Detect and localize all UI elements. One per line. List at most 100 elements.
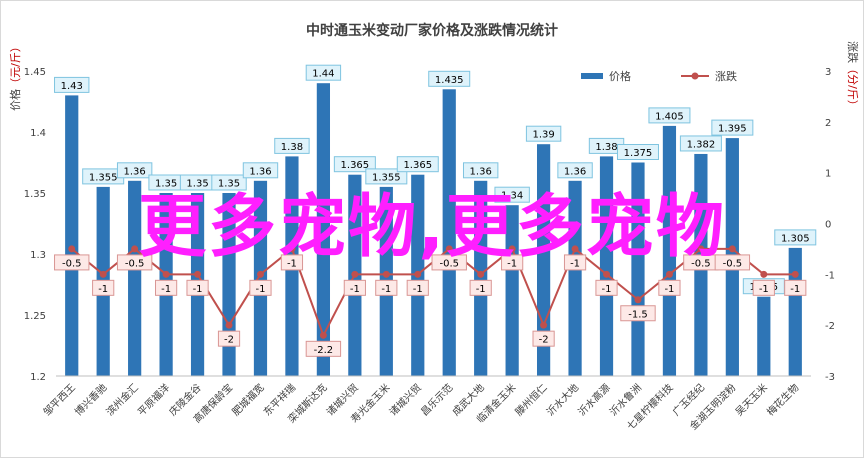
bar xyxy=(631,162,645,376)
x-tick-labels: 邹平西王博兴香驰滨州金汇平原福洋庆陵金谷高唐保龄宝肥城福宽东平祥瑞栾城斯达克诸城… xyxy=(40,381,801,433)
change-point xyxy=(351,270,359,278)
line-data-label: -1 xyxy=(507,258,517,269)
x-tick-label: 诸城兴贸 xyxy=(387,382,424,419)
bar-data-label-box xyxy=(557,162,593,179)
bar-data-label: 1.355 xyxy=(89,172,118,183)
bar-data-label-box xyxy=(396,156,439,173)
line-data-label-box xyxy=(714,254,751,271)
bar-data-label: 1.355 xyxy=(372,172,401,183)
line-data-label-box xyxy=(249,279,272,296)
line-data-label-box xyxy=(217,330,241,347)
bar-data-label-box xyxy=(616,144,659,160)
line-data-label: -1 xyxy=(287,258,297,269)
y-right-tick-label: 2 xyxy=(825,118,831,129)
y-right-label-unit: （分/斤） xyxy=(846,63,859,111)
y-right-ticks: -3 -2 -1 0 1 2 3 xyxy=(825,67,835,383)
line-data-label-box xyxy=(406,279,429,296)
bar xyxy=(662,125,677,377)
y-left-ticks: 1.2 1.25 1.3 1.35 1.4 1.45 xyxy=(24,67,46,383)
change-point xyxy=(634,296,642,304)
bar-data-label-box xyxy=(211,174,247,191)
bar-data-label: 1.365 xyxy=(403,160,432,171)
line-data-label: -1 xyxy=(413,284,423,295)
y-left-tick-label: 1.4 xyxy=(30,128,46,139)
bar xyxy=(474,180,488,376)
line-data-label: -1.5 xyxy=(628,309,648,320)
change-point xyxy=(728,245,736,253)
x-tick-label: 邹平西王 xyxy=(40,381,77,418)
line-data-label-box xyxy=(155,279,178,296)
line-data-label: -1 xyxy=(759,284,769,295)
line-data-label-box xyxy=(186,279,209,296)
change-point xyxy=(68,245,76,253)
line-data-label-box xyxy=(658,279,681,296)
change-point xyxy=(477,270,485,278)
y-right-label-part: 涨跌 xyxy=(846,41,860,63)
line-data-label: -1 xyxy=(255,284,265,295)
bar-data-label: 1.382 xyxy=(687,139,716,150)
bar xyxy=(128,180,142,376)
bar-data-label: 1.35 xyxy=(218,179,240,190)
change-point xyxy=(319,331,327,339)
bar-data-label-box xyxy=(428,70,471,87)
bar-data-label: 1.405 xyxy=(655,111,684,122)
bar-data-label: 1.365 xyxy=(341,160,370,171)
bar-data-label-box xyxy=(54,76,90,93)
bar-data-label-box xyxy=(462,162,499,179)
y-right-tick-label: -1 xyxy=(825,270,835,281)
change-point xyxy=(225,321,233,329)
bar-data-label: 1.38 xyxy=(595,142,617,153)
bar xyxy=(442,89,456,377)
line-data-label-box xyxy=(620,305,656,322)
bar-data-label-box xyxy=(525,125,562,142)
bar-data-label: 1.44 xyxy=(312,69,334,80)
change-point xyxy=(603,270,611,278)
change-point xyxy=(697,245,705,253)
change-point xyxy=(571,245,579,253)
y-left-tick-label: 1.25 xyxy=(24,311,46,322)
legend-label-price: 价格 xyxy=(609,69,631,83)
bar-data-label: 1.36 xyxy=(564,166,586,177)
line-data-label: -1 xyxy=(98,284,108,295)
y-left-tick-label: 1.45 xyxy=(24,67,46,78)
y-left-tick-label: 1.35 xyxy=(24,189,46,200)
y-left-label-part: 价格 xyxy=(8,89,22,111)
y-left-label-unit: （元/斤） xyxy=(9,41,22,89)
bar-data-label-box xyxy=(116,162,153,179)
x-tick-label: 滨州金汇 xyxy=(103,381,140,418)
bar xyxy=(316,83,331,376)
bar-data-label: 1.435 xyxy=(435,75,464,86)
y-right-tick-label: 3 xyxy=(825,67,831,78)
x-tick-label: 博兴香驰 xyxy=(72,381,109,418)
bar-data-label-box xyxy=(242,162,279,179)
line-data-label: -0.5 xyxy=(125,258,145,269)
svg-text:涨跌（分/斤）: 涨跌（分/斤） xyxy=(846,41,860,111)
line-data-label: -1 xyxy=(570,258,580,269)
svg-text:价格（元/斤）: 价格（元/斤） xyxy=(8,41,22,111)
bar-data-label: 1.38 xyxy=(281,142,303,153)
line-data-label: -1 xyxy=(350,284,360,295)
bar-data-label: 1.395 xyxy=(718,124,747,135)
x-tick-label: 沂水大地 xyxy=(544,381,581,418)
line-data-label-box xyxy=(280,254,304,271)
legend-swatch-price xyxy=(581,73,603,79)
line-data-label: -1 xyxy=(664,284,674,295)
bar xyxy=(757,296,771,376)
chart-title: 中时通玉米变动厂家价格及涨跌情况统计 xyxy=(306,22,558,39)
line-data-label-box xyxy=(752,279,775,296)
bar-data-label: 1.305 xyxy=(781,233,810,244)
bar-data-label-box xyxy=(494,186,530,203)
line-data-labels: -0.5 -1 -0.5 -1 -1 -2 -1 -1 -2.2 -1 -1 -1 -0.5 -1 -1 -2… xyxy=(54,254,807,357)
line-data-label-box xyxy=(116,254,153,271)
bar-data-label-box xyxy=(679,135,722,152)
line-data-label: -1 xyxy=(193,284,203,295)
line-data-label: -1 xyxy=(476,284,486,295)
line-data-label: -0.5 xyxy=(439,258,459,269)
change-point xyxy=(194,270,202,278)
bar-data-label: 1.36 xyxy=(470,166,492,177)
bar-data-label: 1.35 xyxy=(186,179,208,190)
bar-data-label: 1.34 xyxy=(501,191,523,202)
change-point xyxy=(382,270,390,278)
y-right-tick-label: 0 xyxy=(825,220,831,231)
